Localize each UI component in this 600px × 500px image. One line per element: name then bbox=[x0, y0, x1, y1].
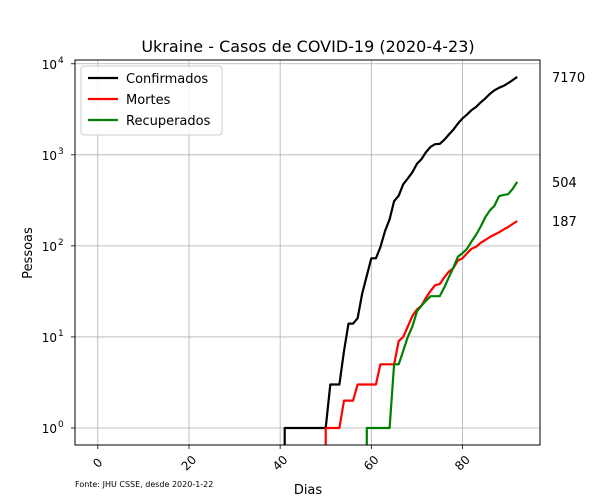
legend-label-mortes: Mortes bbox=[126, 93, 171, 108]
plot-area bbox=[74, 59, 541, 446]
end-labels: 7170 187 504 bbox=[552, 71, 585, 230]
series-line-mortes bbox=[324, 220, 518, 445]
y-tick-label-base: 10 bbox=[42, 240, 57, 254]
end-label-recuperados: 504 bbox=[552, 176, 577, 191]
y-tick-label-base: 10 bbox=[42, 58, 57, 72]
series-layer bbox=[283, 76, 519, 445]
legend-box bbox=[80, 65, 223, 136]
end-label-confirmados: 7170 bbox=[552, 71, 585, 86]
y-tick-label-base: 10 bbox=[42, 149, 57, 163]
end-label-mortes: 187 bbox=[552, 215, 577, 230]
y-tick-label-exponent: 1 bbox=[58, 329, 64, 339]
y-tick-label-base: 10 bbox=[42, 331, 57, 345]
legend: Confirmados Mortes Recuperados bbox=[80, 65, 223, 136]
y-tick-label-exponent: 4 bbox=[58, 56, 64, 66]
series-line-recuperados bbox=[365, 181, 519, 445]
chart-title: Ukraine - Casos de COVID-19 (2020-4-23) bbox=[141, 37, 474, 56]
source-note: Fonte: JHU CSSE, desde 2020-1-22 bbox=[75, 480, 213, 489]
x-axis-label: Dias bbox=[294, 483, 323, 498]
y-tick-label-base: 10 bbox=[42, 422, 57, 436]
legend-label-confirmados: Confirmados bbox=[126, 72, 208, 87]
y-tick-label-exponent: 3 bbox=[58, 147, 64, 157]
series-line-confirmados bbox=[283, 76, 518, 445]
legend-label-recuperados: Recuperados bbox=[126, 114, 211, 129]
axes-frame bbox=[74, 59, 541, 446]
y-tick-label-exponent: 0 bbox=[58, 420, 64, 430]
y-tick-label-exponent: 2 bbox=[58, 238, 64, 248]
y-axis-label: Pessoas bbox=[21, 227, 36, 279]
